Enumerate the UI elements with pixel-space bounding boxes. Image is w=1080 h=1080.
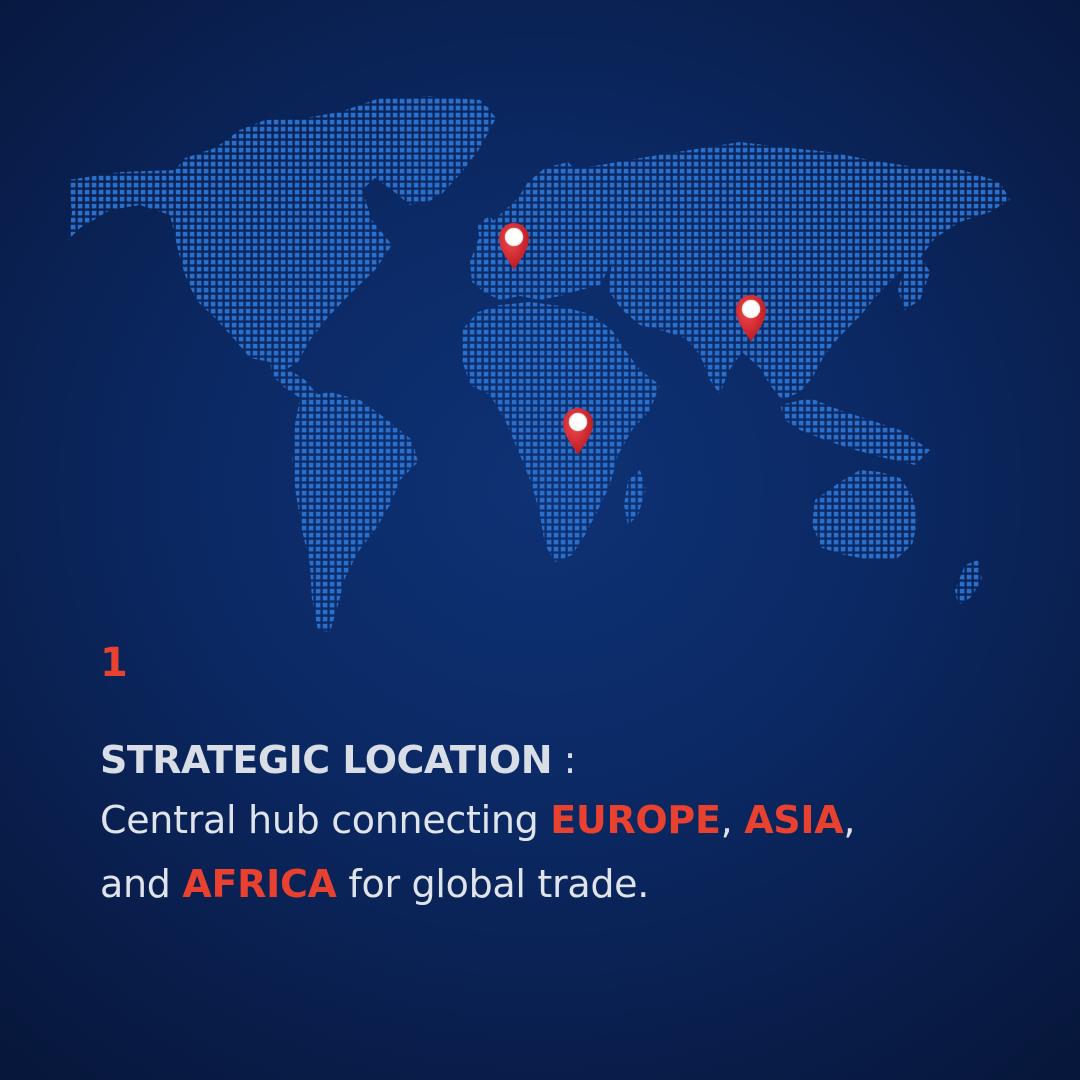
greenland-shape (395, 96, 496, 200)
new-zealand-shape (955, 560, 982, 605)
australia-shape (812, 470, 918, 560)
text-block: STRATEGIC LOCATION : Central hub connect… (100, 732, 1000, 916)
uk-shape (478, 215, 498, 250)
region-africa: AFRICA (182, 862, 337, 906)
world-map (68, 96, 1010, 632)
headline: STRATEGIC LOCATION : (100, 732, 1000, 788)
japan-shape (898, 255, 930, 310)
separator: , (843, 798, 856, 842)
body-text: Central hub connecting (100, 798, 551, 842)
north-america-shape (68, 96, 490, 372)
headline-title: STRATEGIC LOCATION (100, 738, 553, 782)
europe-shape (470, 162, 612, 300)
headline-colon: : (552, 738, 577, 782)
se-asia-shape (780, 398, 930, 465)
continents (68, 96, 1010, 632)
body-line-2: and AFRICA for global trade. (100, 852, 1000, 916)
madagascar-shape (624, 470, 646, 525)
body-line-1: Central hub connecting EUROPE, ASIA, (100, 788, 1000, 852)
region-asia: ASIA (744, 798, 844, 842)
body-text: and (100, 862, 183, 906)
region-europe: EUROPE (550, 798, 721, 842)
separator: , (720, 798, 745, 842)
asia-shape (560, 142, 1010, 400)
south-america-shape (292, 392, 418, 632)
body-text: for global trade. (336, 862, 650, 906)
slide-number: 1 (100, 640, 129, 686)
central-america-shape (270, 362, 318, 398)
africa-shape (462, 302, 660, 562)
